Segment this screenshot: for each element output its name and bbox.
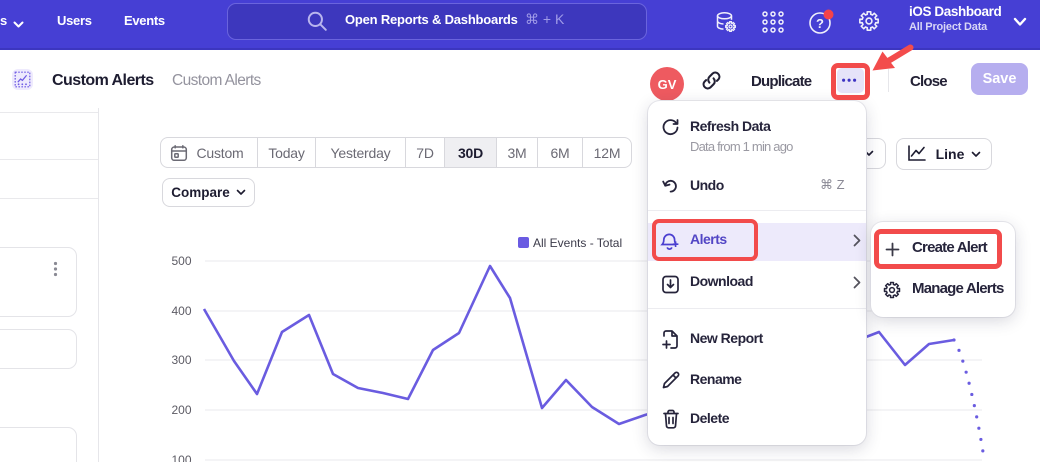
svg-text:200: 200	[171, 403, 191, 417]
svg-text:300: 300	[171, 353, 191, 367]
svg-text:?: ?	[816, 16, 824, 31]
svg-text:500: 500	[171, 254, 191, 268]
svg-text:400: 400	[171, 304, 191, 318]
svg-text:100: 100	[171, 453, 191, 462]
